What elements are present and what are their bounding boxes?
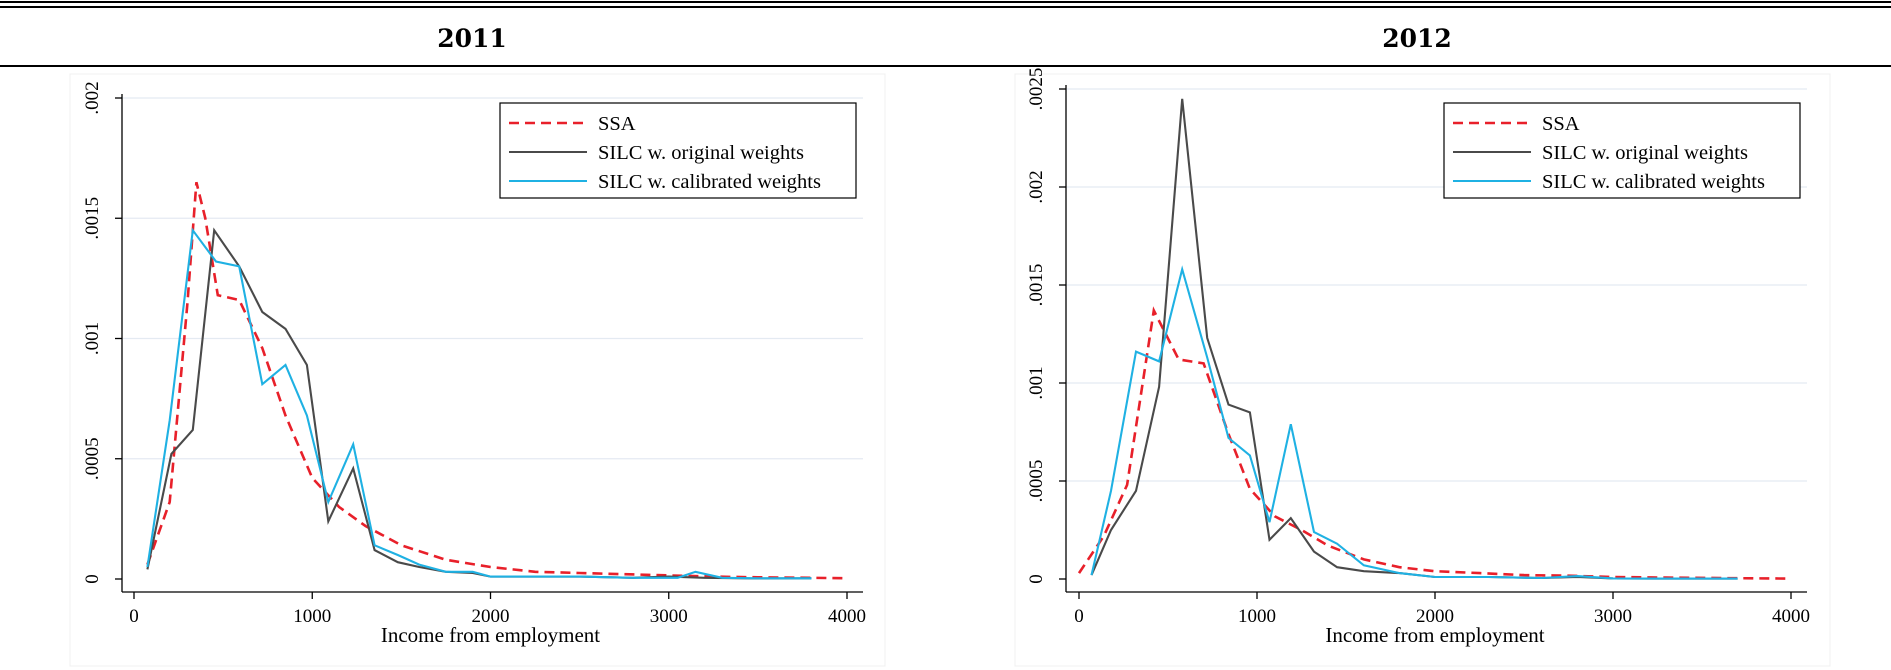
chart-panel-2012: 0 .0005 .001 .0015 .002 .0025 0 1000 2000 3000 400…: [1026, 68, 1810, 647]
x-tick-label: 3000: [1594, 606, 1632, 627]
legend-label: SSA: [598, 113, 636, 135]
x-tick-label: 3000: [650, 606, 688, 627]
y-tick-label: .001: [1026, 366, 1047, 399]
x-axis-title: Income from employment: [1325, 623, 1544, 647]
y-tick-label: .0005: [82, 437, 103, 480]
x-tick-label: 2000: [472, 606, 510, 627]
panel-title-2012: 2012: [1382, 24, 1452, 53]
series-line-silc-calibrated: [1090, 265, 1738, 580]
legend-label: SILC w. calibrated weights: [1542, 171, 1765, 193]
x-axis-title: Income from employment: [381, 623, 600, 647]
panel-title-2011: 2011: [437, 24, 507, 53]
y-tick-label: .0015: [82, 197, 103, 240]
x-tick-label: 0: [129, 606, 139, 627]
series-line-ssa: [1077, 306, 1792, 580]
y-tick-label: .0025: [1026, 68, 1047, 111]
x-tick-label: 4000: [828, 606, 866, 627]
y-tick-label: .0005: [1026, 460, 1047, 503]
legend-label: SILC w. calibrated weights: [598, 171, 821, 193]
legend-box: [499, 102, 857, 199]
legend: SSA SILC w. original weights SILC w. calib…: [499, 102, 857, 199]
legend-label: SILC w. original weights: [1542, 142, 1748, 164]
panel-frame-2012: [1014, 73, 1831, 667]
panel-frame-2011: [69, 73, 886, 667]
x-tick-label: 2000: [1416, 606, 1454, 627]
x-tick-label: 1000: [1238, 606, 1276, 627]
chart-panel-2011: 0 .0005 .001 .0015 .002 0 1000 2000 3000 4000 Inco…: [82, 81, 866, 647]
x-tick-label: 4000: [1772, 606, 1810, 627]
y-tick-label: 0: [1026, 574, 1047, 584]
legend-label: SILC w. original weights: [598, 142, 804, 164]
y-tick-label: .002: [82, 81, 103, 114]
y-tick-label: .001: [82, 322, 103, 355]
y-tick-label: 0: [82, 574, 103, 584]
series-line-silc-original: [146, 227, 812, 580]
x-tick-label: 1000: [293, 606, 331, 627]
y-tick-label: .0015: [1026, 264, 1047, 307]
legend: SSA SILC w. original weights SILC w. calib…: [1443, 102, 1801, 199]
y-tick-label: .002: [1026, 170, 1047, 203]
legend-box: [1443, 102, 1801, 199]
x-tick-label: 0: [1074, 606, 1084, 627]
series-line-ssa: [146, 181, 848, 580]
legend-label: SSA: [1542, 113, 1580, 135]
series-line-silc-calibrated: [146, 227, 812, 580]
